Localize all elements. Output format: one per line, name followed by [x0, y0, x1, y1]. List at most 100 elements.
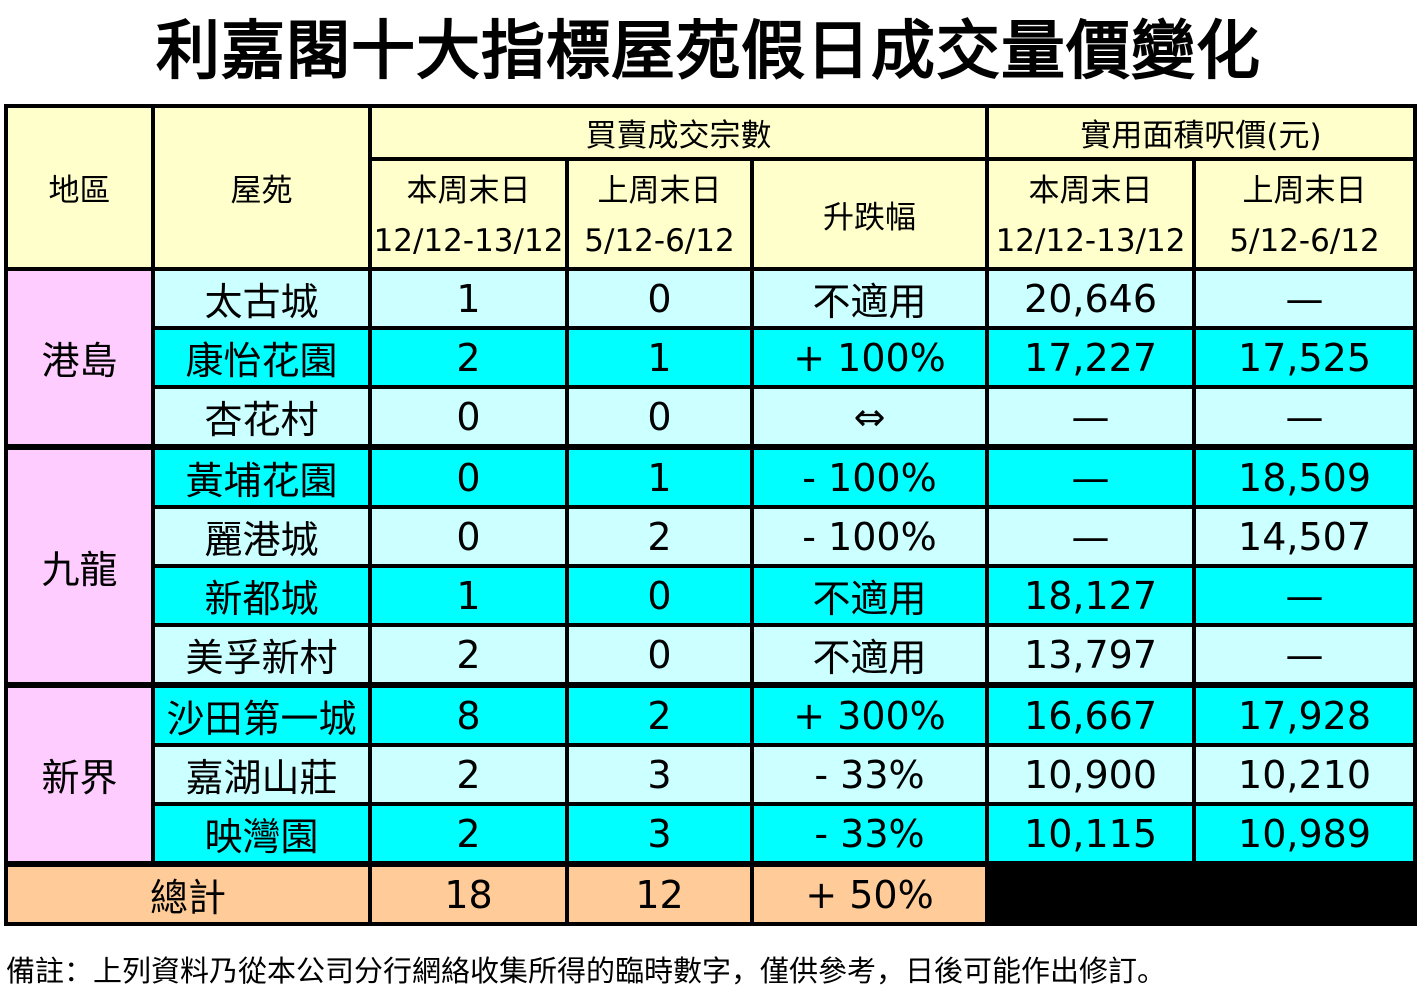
price-last-cell: 10,210: [1192, 743, 1417, 806]
change-cell: + 100%: [749, 326, 990, 389]
total-tx-last-cell: 12: [565, 861, 754, 926]
tx-last-cell: 0: [565, 623, 754, 687]
header-group-row: 地區 屋苑 買賣成交宗數 實用面積呎價(元): [4, 104, 1417, 271]
estates-table: 地區 屋苑 買賣成交宗數 實用面積呎價(元) 本周末日 12/12-13/12 …: [4, 104, 1417, 926]
table-row: 杏花村 0 0 ⇔ — —: [6, 385, 1417, 449]
change-cell: - 100%: [749, 444, 990, 509]
price-last-cell: —: [1192, 623, 1417, 687]
change-cell: 不適用: [749, 267, 990, 330]
price-last-cell: 14,507: [1192, 505, 1417, 568]
header-tx-last-weekend: 上周末日 5/12-6/12: [565, 157, 754, 271]
header-price-last-weekend-dates: 5/12-6/12: [1229, 223, 1380, 259]
price-last-cell: —: [1192, 564, 1417, 627]
header-transactions-group: 買賣成交宗數: [367, 104, 990, 161]
tx-this-cell: 2: [368, 326, 569, 389]
tx-this-cell: 1: [368, 564, 569, 627]
total-tx-this-cell: 18: [368, 861, 569, 926]
total-row: 總計 18 12 + 50%: [4, 861, 1417, 926]
table-row: 九龍 黃埔花園 0 1 - 100% — 18,509: [4, 444, 1417, 687]
header-price-group: 實用面積呎價(元): [985, 104, 1417, 161]
price-last-cell: 18,509: [1192, 444, 1417, 509]
header-price-last-weekend: 上周末日 5/12-6/12: [1192, 157, 1417, 271]
price-this-cell: —: [985, 444, 1197, 509]
price-this-cell: 16,667: [985, 682, 1197, 747]
remark-note: 備註：上列資料乃從本公司分行網絡收集所得的臨時數字，僅供參考，日後可能作出修訂。: [6, 954, 1167, 988]
price-this-cell: —: [985, 385, 1197, 449]
header-price-last-weekend-label: 上周末日: [1242, 173, 1367, 209]
header-tx-this-weekend-dates: 12/12-13/12: [373, 223, 564, 259]
header-tx-last-weekend-label: 上周末日: [597, 173, 722, 209]
estate-cell: 嘉湖山莊: [151, 743, 372, 806]
tx-this-cell: 2: [368, 623, 569, 687]
estate-cell: 美孚新村: [151, 623, 372, 687]
change-cell: - 33%: [749, 743, 990, 806]
header-tx-this-weekend-label: 本周末日: [406, 173, 531, 209]
price-this-cell: —: [985, 505, 1197, 568]
header-price-this-weekend-label: 本周末日: [1028, 173, 1153, 209]
price-last-cell: 17,525: [1192, 326, 1417, 389]
header-sub-row: 本周末日 12/12-13/12 上周末日 5/12-6/12 升跌幅 本周末日…: [6, 157, 1417, 271]
estate-cell: 杏花村: [151, 385, 372, 449]
region-cell-hk-island: 港島: [4, 267, 155, 449]
change-cell: ⇔: [749, 385, 990, 449]
header-price-this-weekend: 本周末日 12/12-13/12: [985, 157, 1197, 271]
region-cell-new-territories: 新界: [4, 682, 155, 866]
total-label-cell: 總計: [4, 861, 372, 926]
header-change: 升跌幅: [749, 157, 990, 271]
tx-this-cell: 0: [368, 505, 569, 568]
table-header: 地區 屋苑 買賣成交宗數 實用面積呎價(元) 本周末日 12/12-13/12 …: [4, 104, 1417, 271]
price-this-cell: 13,797: [985, 623, 1197, 687]
price-this-cell: 10,900: [985, 743, 1197, 806]
table-row: 映灣園 2 3 - 33% 10,115 10,989: [6, 802, 1417, 866]
price-this-cell: 20,646: [985, 267, 1197, 330]
tx-last-cell: 0: [565, 267, 754, 330]
header-region: 地區: [4, 104, 155, 271]
table-row: 嘉湖山莊 2 3 - 33% 10,900 10,210: [6, 743, 1417, 806]
region-cell-kowloon: 九龍: [4, 444, 155, 687]
tx-this-cell: 0: [368, 385, 569, 449]
price-last-cell: 17,928: [1192, 682, 1417, 747]
tx-this-cell: 1: [368, 267, 569, 330]
price-this-cell: 17,227: [985, 326, 1197, 389]
table-row: 康怡花園 2 1 + 100% 17,227 17,525: [6, 326, 1417, 389]
total-change-cell: + 50%: [749, 861, 990, 926]
price-this-cell: 10,115: [985, 802, 1197, 866]
tx-this-cell: 0: [368, 444, 569, 509]
change-cell: 不適用: [749, 564, 990, 627]
estate-cell: 麗港城: [151, 505, 372, 568]
tx-last-cell: 3: [565, 802, 754, 866]
tx-last-cell: 0: [565, 385, 754, 449]
header-estate: 屋苑: [151, 104, 372, 271]
tx-this-cell: 2: [368, 802, 569, 866]
estate-cell: 映灣園: [151, 802, 372, 866]
price-last-cell: 10,989: [1192, 802, 1417, 866]
estate-cell: 太古城: [151, 267, 372, 330]
change-cell: 不適用: [749, 623, 990, 687]
table-body: 港島 太古城 1 0 不適用 20,646 — 康怡花園 2 1 + 100% …: [4, 267, 1417, 926]
header-price-this-weekend-dates: 12/12-13/12: [995, 223, 1186, 259]
price-last-cell: —: [1192, 385, 1417, 449]
tx-last-cell: 1: [565, 444, 754, 509]
estate-cell: 沙田第一城: [151, 682, 372, 747]
total-blackout-cell: [985, 861, 1417, 926]
table-row: 麗港城 0 2 - 100% — 14,507: [6, 505, 1417, 568]
estate-cell: 新都城: [151, 564, 372, 627]
table-row: 新都城 1 0 不適用 18,127 —: [6, 564, 1417, 627]
price-this-cell: 18,127: [985, 564, 1197, 627]
estate-cell: 康怡花園: [151, 326, 372, 389]
table-row: 新界 沙田第一城 8 2 + 300% 16,667 17,928: [4, 682, 1417, 866]
table-row: 港島 太古城 1 0 不適用 20,646 —: [4, 267, 1417, 449]
tx-last-cell: 0: [565, 564, 754, 627]
page-title: 利嘉閣十大指標屋苑假日成交量價變化: [156, 15, 1261, 89]
price-last-cell: —: [1192, 267, 1417, 330]
change-cell: + 300%: [749, 682, 990, 747]
tx-this-cell: 2: [368, 743, 569, 806]
tx-last-cell: 2: [565, 505, 754, 568]
tx-last-cell: 1: [565, 326, 754, 389]
header-tx-last-weekend-dates: 5/12-6/12: [584, 223, 735, 259]
estate-cell: 黃埔花園: [151, 444, 372, 509]
header-tx-this-weekend: 本周末日 12/12-13/12: [368, 157, 569, 271]
tx-last-cell: 3: [565, 743, 754, 806]
tx-this-cell: 8: [368, 682, 569, 747]
